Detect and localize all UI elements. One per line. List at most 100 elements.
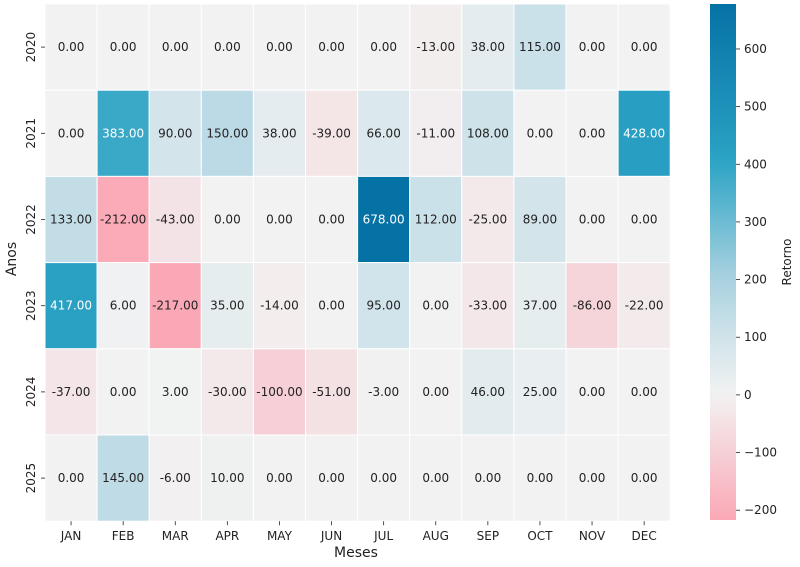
colorbar-tick-label: 0	[744, 388, 752, 402]
heatmap-cell	[513, 3, 567, 91]
cell-value-label: 0.00	[318, 213, 345, 227]
heatmap-cell	[252, 175, 306, 264]
heatmap-cell	[200, 89, 254, 177]
cell-value-label: -14.00	[260, 299, 299, 313]
cell-value-label: 0.00	[266, 40, 293, 54]
cell-value-label: -39.00	[312, 126, 351, 140]
heatmap-cell	[565, 348, 619, 436]
cell-value-label: 417.00	[50, 299, 92, 313]
cell-value-label: 0.00	[58, 471, 85, 485]
heatmap-cell	[252, 89, 306, 177]
cell-value-label: -86.00	[573, 299, 612, 313]
heatmap-cell	[305, 89, 359, 177]
x-tick-label: APR	[215, 529, 239, 543]
cell-value-label: 0.00	[266, 213, 293, 227]
cell-value-label: -43.00	[156, 213, 195, 227]
cell-value-label: 0.00	[474, 471, 501, 485]
cell-value-label: 0.00	[266, 471, 293, 485]
cell-value-label: 0.00	[579, 126, 606, 140]
colorbar-tick-label: 500	[744, 100, 767, 114]
colorbar-tick-label: −100	[744, 446, 777, 460]
heatmap-cell	[461, 262, 515, 350]
heatmap-cell	[357, 175, 411, 264]
heatmap-cell	[357, 89, 411, 177]
x-tick-label: JAN	[60, 529, 82, 543]
cell-value-label: 0.00	[110, 40, 137, 54]
cell-value-label: -33.00	[469, 299, 508, 313]
heatmap-cell	[409, 3, 463, 91]
heatmap-cell	[148, 3, 202, 91]
heatmap-cell	[617, 175, 671, 264]
cell-value-label: -13.00	[416, 40, 455, 54]
cell-value-label: 0.00	[58, 40, 85, 54]
cell-value-label: 10.00	[210, 471, 244, 485]
colorbar-title: Retorno	[780, 239, 794, 286]
cell-value-label: 0.00	[579, 385, 606, 399]
heatmap-cell	[617, 262, 671, 350]
heatmap-cell	[44, 3, 98, 91]
heatmap-cell	[148, 348, 202, 436]
cell-value-label: 90.00	[158, 126, 192, 140]
heatmap-cell	[617, 89, 671, 177]
x-tick-labels: JAN FEB MAR APR MAY JUN JUL AUG SEP OCT NOV DEC	[60, 521, 657, 543]
cell-value-label: -37.00	[52, 385, 91, 399]
x-tick-label: FEB	[112, 529, 135, 543]
heatmap-cell	[357, 348, 411, 436]
heatmap-cell	[461, 434, 515, 522]
colorbar-tick-label: 600	[744, 42, 767, 56]
heatmap-cell	[96, 3, 150, 91]
x-tick-label: NOV	[579, 529, 606, 543]
x-tick-label: MAY	[267, 529, 293, 543]
cell-value-label: 95.00	[366, 299, 400, 313]
cell-value-label: 0.00	[214, 40, 241, 54]
heatmap-cell	[617, 3, 671, 91]
heatmap-cell	[409, 348, 463, 436]
x-tick-label: JUL	[373, 529, 393, 543]
cell-value-label: -212.00	[100, 213, 146, 227]
cell-value-label: 25.00	[523, 385, 557, 399]
cell-value-label: -22.00	[625, 299, 664, 313]
cell-value-label: -51.00	[312, 385, 351, 399]
cell-value-label: 0.00	[579, 213, 606, 227]
cell-value-label: 0.00	[370, 40, 397, 54]
cell-value-label: 145.00	[102, 471, 144, 485]
heatmap-cell	[617, 434, 671, 522]
colorbar-tick-label: 300	[744, 215, 767, 229]
x-axis-title: Meses	[334, 545, 378, 561]
cell-value-label: 38.00	[471, 40, 505, 54]
cell-value-label: 0.00	[370, 471, 397, 485]
cell-value-label: 38.00	[262, 126, 296, 140]
heatmap-cells: 0.00 0.00 0.00 0.00 0.00 0.00 0.00 -13.00 38.00 1…	[44, 3, 671, 522]
cell-value-label: 0.00	[579, 40, 606, 54]
heatmap-cell	[252, 348, 306, 436]
cell-value-label: 0.00	[318, 299, 345, 313]
heatmap-cell	[409, 89, 463, 177]
cell-value-label: 0.00	[631, 471, 658, 485]
cell-value-label: -100.00	[256, 385, 302, 399]
heatmap-cell	[357, 262, 411, 350]
cell-value-label: 150.00	[206, 126, 248, 140]
colorbar	[710, 4, 736, 520]
y-axis-title: Anos	[4, 242, 20, 276]
cell-value-label: 133.00	[50, 213, 92, 227]
x-tick-label: MAR	[162, 529, 189, 543]
heatmap-cell	[44, 434, 98, 522]
cell-value-label: 0.00	[58, 126, 85, 140]
cell-value-label: -3.00	[368, 385, 399, 399]
heatmap-cell	[409, 434, 463, 522]
cell-value-label: 66.00	[366, 126, 400, 140]
colorbar-tick-label: 400	[744, 157, 767, 171]
cell-value-label: -6.00	[160, 471, 191, 485]
y-tick-label: 2021	[24, 118, 38, 149]
heatmap-cell	[305, 3, 359, 91]
cell-value-label: 428.00	[623, 126, 665, 140]
heatmap-cell	[305, 434, 359, 522]
x-tick-label: SEP	[477, 529, 499, 543]
cell-value-label: 3.00	[162, 385, 189, 399]
heatmap-cell	[357, 434, 411, 522]
heatmap-cell	[96, 262, 150, 350]
heatmap-cell	[96, 348, 150, 436]
heatmap-cell	[148, 262, 202, 350]
heatmap-cell	[461, 89, 515, 177]
